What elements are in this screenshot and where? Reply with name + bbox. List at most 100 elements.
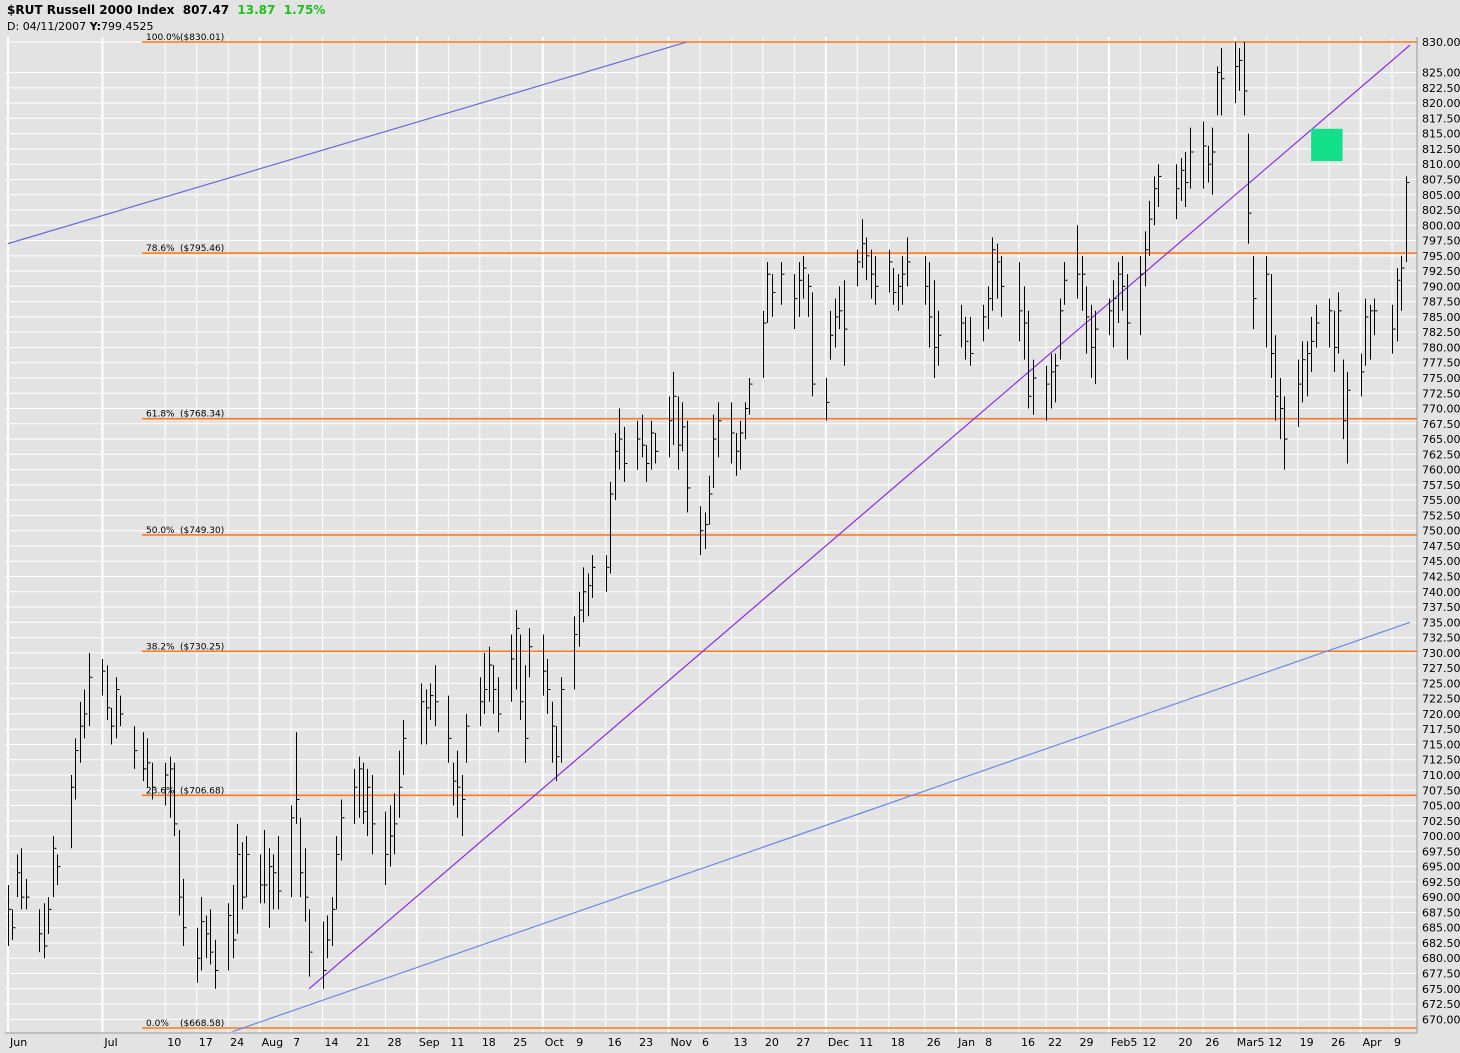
x-tick-label: 22 bbox=[1048, 1036, 1062, 1049]
ohlc-bar bbox=[529, 628, 533, 678]
y-tick-label: 782.50 bbox=[1422, 326, 1460, 339]
ohlc-bar bbox=[453, 762, 457, 806]
ohlc-bar bbox=[215, 939, 219, 989]
ohlc-bar bbox=[484, 652, 488, 714]
x-tick-label: 18 bbox=[891, 1036, 905, 1049]
x-tick-label: 23 bbox=[639, 1036, 653, 1049]
y-tick-label: 690.00 bbox=[1422, 891, 1460, 904]
y-tick-label: 747.50 bbox=[1422, 540, 1460, 553]
ohlc-bar bbox=[1077, 225, 1081, 299]
ohlc-bar bbox=[687, 420, 691, 513]
ohlc-bar bbox=[1302, 341, 1306, 403]
y-tick-label: 712.50 bbox=[1422, 754, 1460, 767]
ohlc-bar bbox=[552, 701, 556, 763]
ohlc-bar bbox=[228, 903, 232, 971]
ohlc-bar bbox=[1140, 255, 1144, 336]
ohlc-bar bbox=[907, 237, 911, 287]
ohlc-bar bbox=[583, 567, 587, 623]
ohlc-bar bbox=[857, 249, 861, 287]
ohlc-bar bbox=[372, 775, 376, 855]
y-tick-label: 672.50 bbox=[1422, 998, 1460, 1011]
ohlc-bar bbox=[8, 884, 12, 947]
ohlc-bar bbox=[1082, 255, 1086, 311]
y-tick-label: 692.50 bbox=[1422, 876, 1460, 889]
ohlc-bar bbox=[1406, 176, 1410, 262]
ohlc-bar bbox=[731, 402, 735, 464]
ohlc-bar bbox=[26, 878, 30, 910]
y-tick-label: 830.00 bbox=[1422, 36, 1460, 49]
ohlc-bar bbox=[421, 683, 425, 745]
ohlc-bar bbox=[426, 689, 430, 745]
fib-level-price: ($768.34) bbox=[180, 410, 224, 420]
ohlc-bar bbox=[48, 897, 52, 934]
x-tick-label: Apr bbox=[1363, 1036, 1383, 1049]
ohlc-bar bbox=[673, 371, 677, 446]
ohlc-bar bbox=[1361, 353, 1365, 397]
y-tick-label: 752.50 bbox=[1422, 509, 1460, 522]
ohlc-bar bbox=[1055, 353, 1059, 403]
ohlc-bar bbox=[1298, 359, 1302, 427]
ohlc-bar bbox=[520, 634, 524, 721]
y-tick-label: 745.00 bbox=[1422, 555, 1460, 568]
ohlc-bar bbox=[961, 304, 965, 348]
x-tick-label: Oct bbox=[545, 1036, 565, 1049]
y-tick-label: 817.50 bbox=[1422, 112, 1460, 125]
ohlc-bar bbox=[403, 720, 407, 776]
y-tick-label: 792.50 bbox=[1422, 265, 1460, 278]
ohlc-bar bbox=[291, 805, 295, 898]
y-tick-label: 727.50 bbox=[1422, 662, 1460, 675]
price-change: 13.87 bbox=[237, 3, 276, 17]
ohlc-bar bbox=[1244, 42, 1248, 116]
ohlc-bar bbox=[749, 377, 753, 415]
fib-level-pct: 23.6% bbox=[146, 786, 175, 796]
ohlc-bar bbox=[547, 658, 551, 714]
ohlc-bar bbox=[323, 921, 327, 989]
x-tick-label: Aug bbox=[262, 1036, 283, 1049]
ohlc-bar bbox=[174, 762, 178, 837]
x-tick-label: 9 bbox=[576, 1036, 583, 1049]
fib-level-price: ($706.68) bbox=[180, 786, 224, 796]
ohlc-bar bbox=[21, 848, 25, 910]
ohlc-bar bbox=[1347, 371, 1351, 464]
ohlc-bar bbox=[53, 836, 57, 898]
y-tick-label: 790.00 bbox=[1422, 280, 1460, 293]
ohlc-bar bbox=[574, 616, 578, 690]
ohlc-bar bbox=[246, 836, 250, 898]
ohlc-bar bbox=[1212, 127, 1216, 195]
ohlc-bar bbox=[1113, 280, 1117, 348]
ohlc-bar bbox=[1365, 298, 1369, 366]
x-tick-label: Feb5 bbox=[1111, 1036, 1137, 1049]
ohlc-bar bbox=[1154, 176, 1158, 226]
ohlc-bar bbox=[1024, 286, 1028, 360]
ohlc-bar bbox=[718, 402, 722, 458]
y-tick-label: 767.50 bbox=[1422, 418, 1460, 431]
y-tick-label: 695.00 bbox=[1422, 861, 1460, 874]
ohlc-bar bbox=[1374, 298, 1378, 336]
ohlc-bar bbox=[898, 274, 902, 311]
ohlc-bar bbox=[619, 408, 623, 470]
ohlc-bar bbox=[1311, 316, 1315, 372]
y-tick-label: 825.00 bbox=[1422, 67, 1460, 80]
ohlc-bar bbox=[669, 396, 673, 458]
ohlc-bar bbox=[80, 701, 84, 763]
x-tick-label: 18 bbox=[482, 1036, 496, 1049]
ohlc-bar bbox=[152, 762, 156, 800]
ohlc-bar bbox=[781, 261, 785, 305]
ohlc-bar bbox=[197, 927, 201, 983]
cursor-date-prefix: D: bbox=[7, 20, 20, 33]
ohlc-bar bbox=[309, 909, 313, 977]
ohlc-bar bbox=[1127, 274, 1131, 360]
ohlc-bar bbox=[1051, 353, 1055, 409]
y-tick-label: 720.00 bbox=[1422, 708, 1460, 721]
ohlc-bar bbox=[588, 573, 592, 617]
x-tick-label: 7 bbox=[293, 1036, 300, 1049]
ohlc-bar bbox=[902, 255, 906, 305]
ohlc-bar bbox=[1019, 261, 1023, 342]
y-tick-label: 795.00 bbox=[1422, 250, 1460, 263]
x-tick-label: 17 bbox=[199, 1036, 213, 1049]
ohlc-bar bbox=[709, 475, 713, 525]
cursor-value: 799.4525 bbox=[101, 20, 154, 33]
ohlc-bar bbox=[327, 915, 331, 959]
ohlc-bar bbox=[682, 402, 686, 452]
